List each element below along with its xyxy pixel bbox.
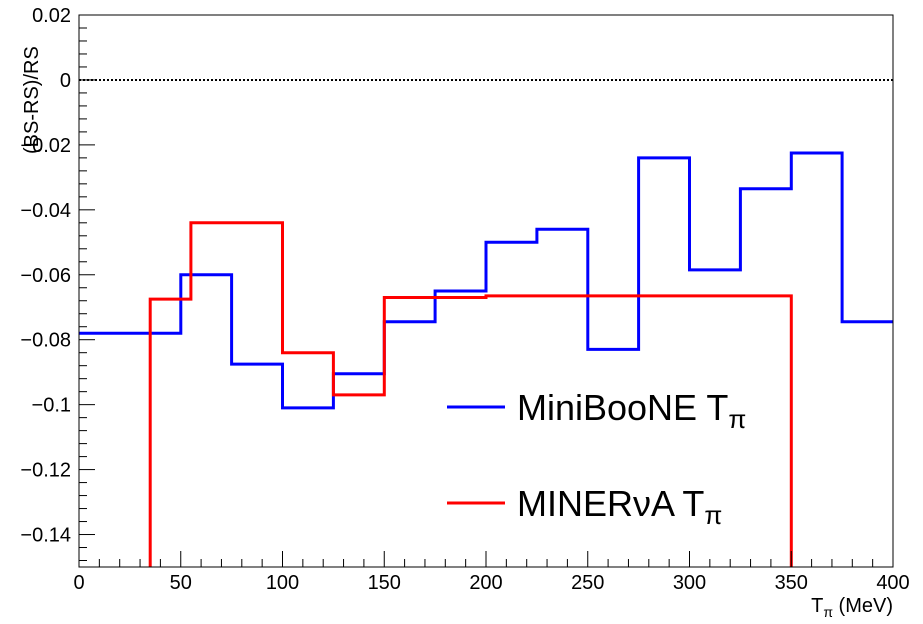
x-tick-label: 50	[170, 572, 192, 594]
legend-label-subscript: π	[728, 404, 746, 434]
y-tick-label: −0.12	[20, 460, 71, 482]
x-tick-label: 350	[775, 572, 808, 594]
legend-label-minerva: MINERνA Tπ	[517, 483, 722, 530]
x-tick-label: 250	[571, 572, 604, 594]
legend-label-miniboone: MiniBooNE Tπ	[517, 387, 746, 434]
x-tick-label: 400	[876, 572, 909, 594]
series-line-minerva	[148, 221, 793, 567]
x-axis-label-unit: (MeV)	[833, 595, 893, 617]
y-tick-label: −0.02	[20, 135, 71, 157]
y-tick-label: −0.1	[32, 395, 71, 417]
x-axis-label-main: T	[811, 595, 823, 617]
y-tick-label: −0.06	[20, 265, 71, 287]
y-tick-label: −0.14	[20, 525, 71, 547]
y-axis-label: (BS-RS)/RS	[21, 46, 43, 154]
x-tick-label: 300	[673, 572, 706, 594]
y-tick-label: 0.02	[32, 5, 71, 27]
series-line-miniboone	[79, 151, 893, 410]
legend-label-main: MINERνA T	[517, 483, 704, 524]
y-tick-label: 0	[60, 70, 71, 92]
axis-labels: 0 50 100 150 200 250 300 350 400 0.02 0 −0.02 −0.04 −…	[20, 5, 909, 594]
x-axis-label-subscript: π	[823, 604, 833, 620]
legend-label-main: MiniBooNE T	[517, 387, 728, 428]
x-tick-label: 0	[73, 572, 84, 594]
y-tick-label: −0.08	[20, 330, 71, 352]
series-layer	[79, 151, 893, 567]
x-axis-label: Tπ (MeV)	[811, 595, 893, 620]
ticks	[78, 14, 894, 567]
x-tick-label: 100	[266, 572, 299, 594]
x-tick-label: 150	[368, 572, 401, 594]
y-tick-label: −0.04	[20, 200, 71, 222]
x-tick-label: 200	[469, 572, 502, 594]
legend-label-subscript: π	[704, 500, 722, 530]
